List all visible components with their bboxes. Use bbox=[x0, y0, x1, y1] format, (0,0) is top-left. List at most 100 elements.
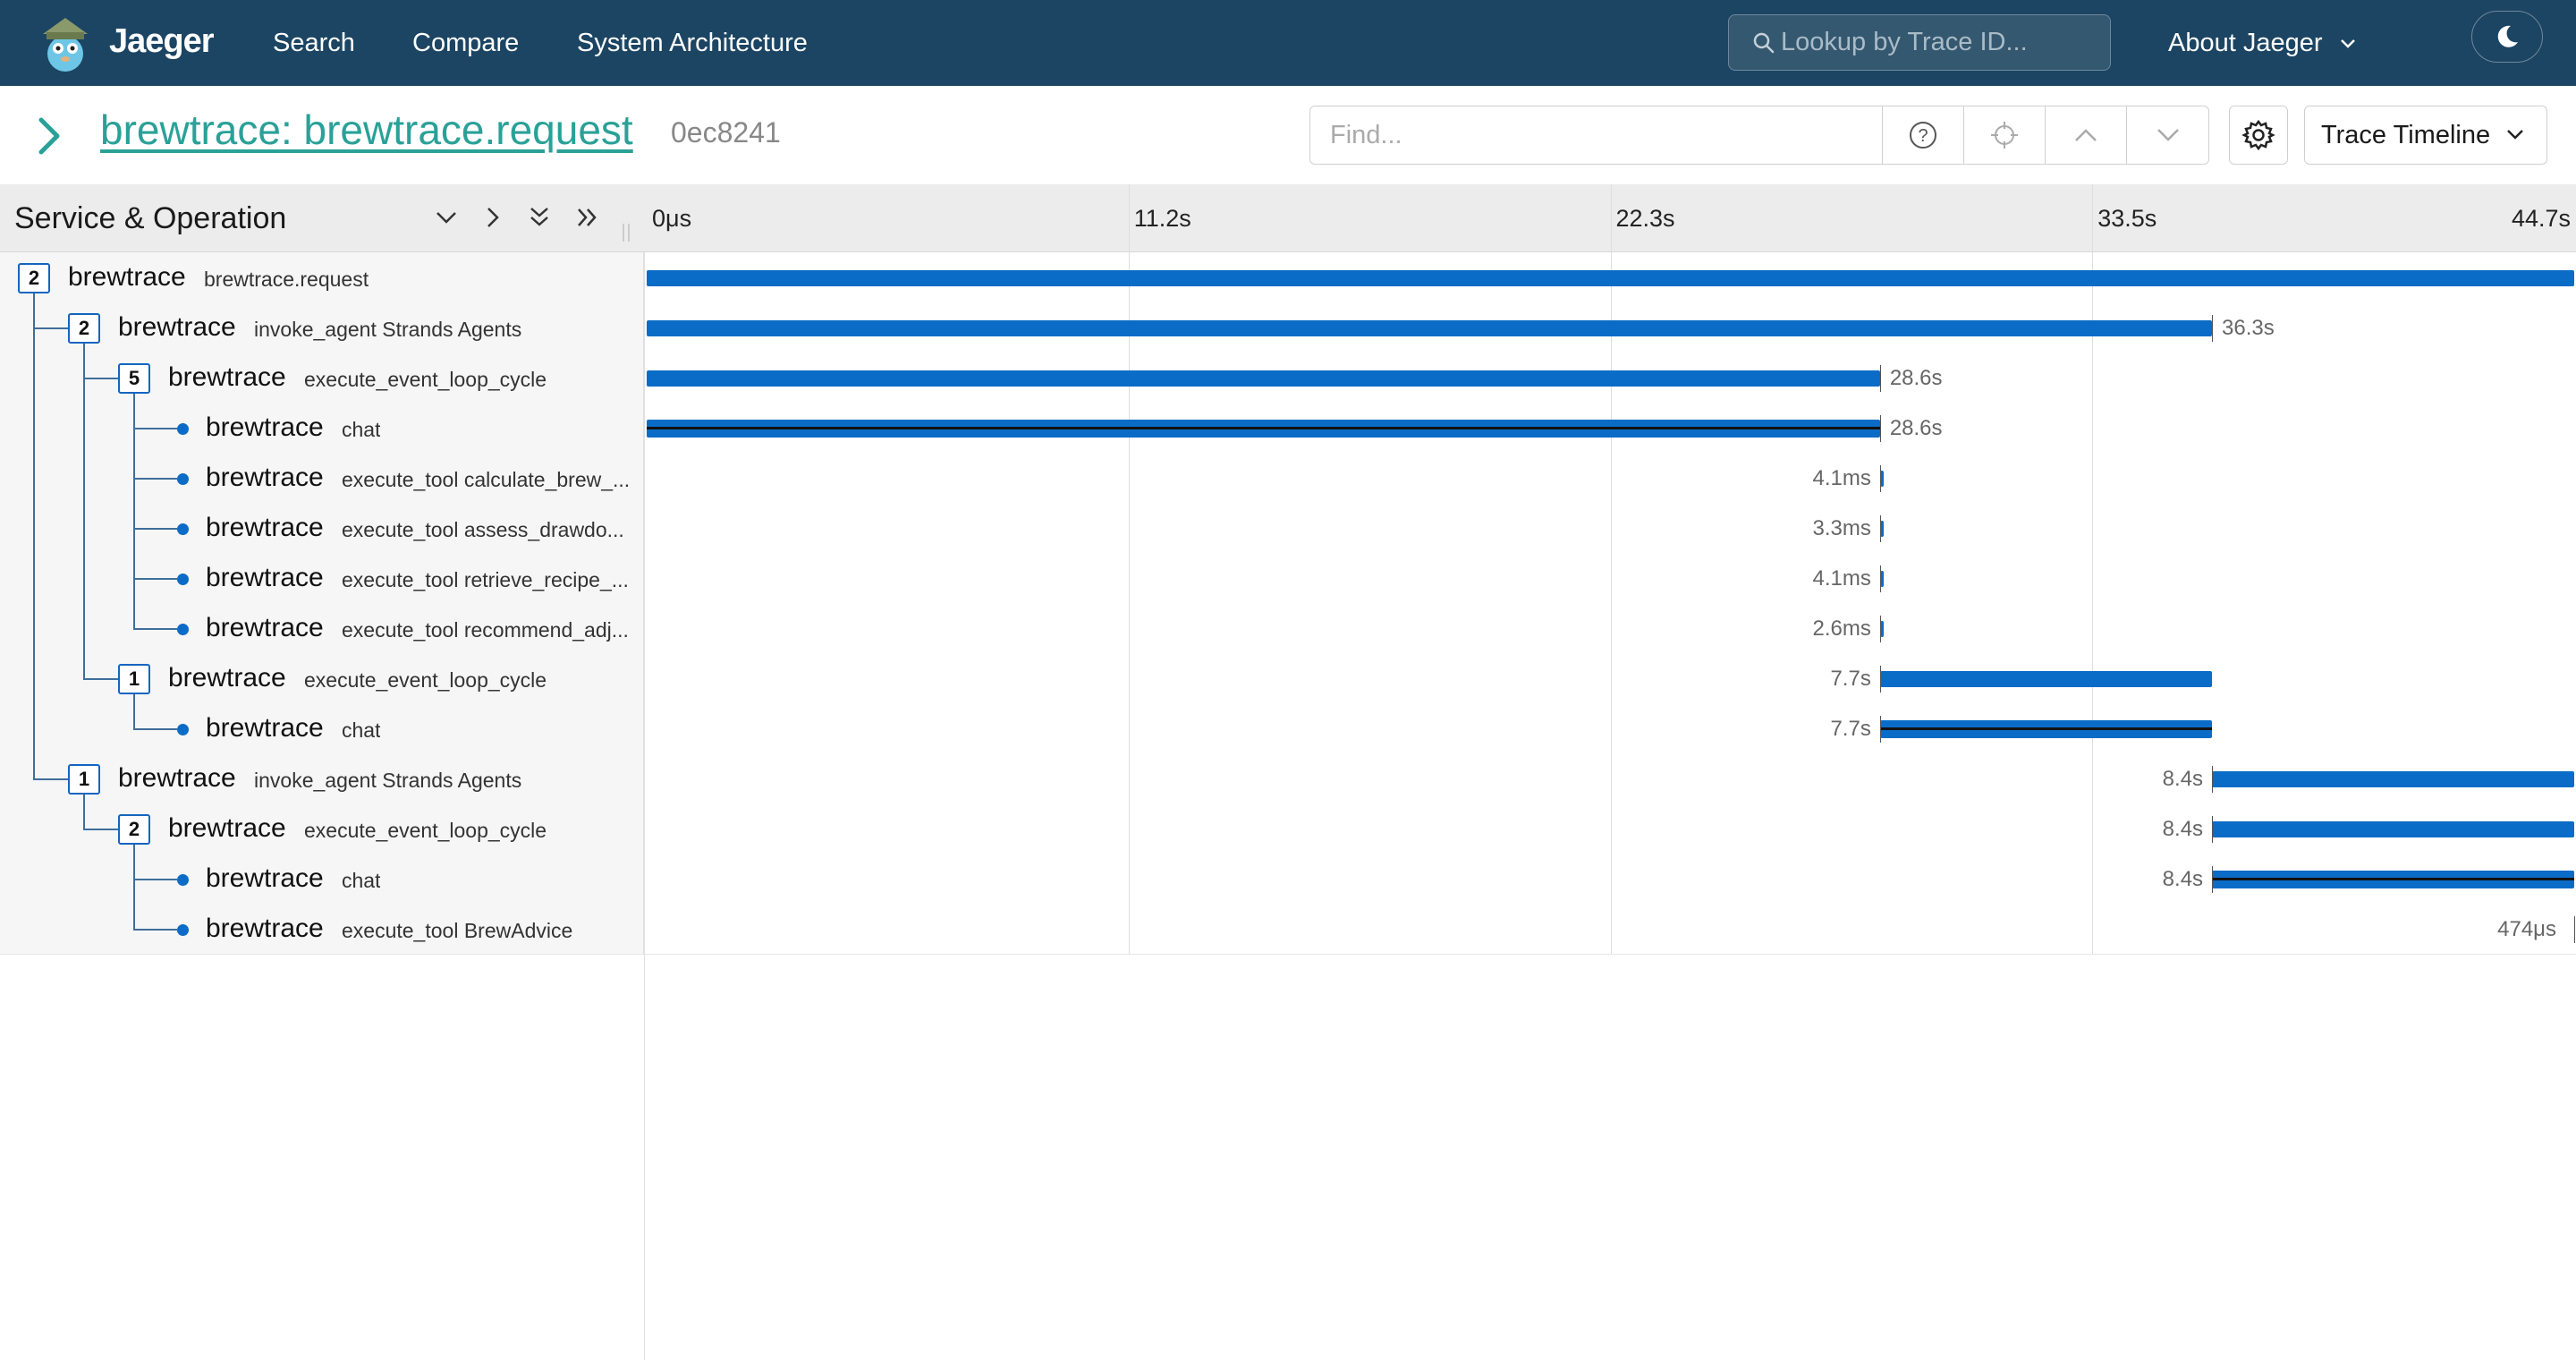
span-service-name[interactable]: brewtrace bbox=[118, 312, 236, 342]
chevron-right-icon[interactable] bbox=[479, 204, 506, 231]
span-row[interactable]: brewtrace execute_tool BrewAdvice 474μs bbox=[0, 904, 2576, 954]
span-service-name[interactable]: brewtrace bbox=[68, 262, 186, 292]
span-duration-bar[interactable] bbox=[1879, 471, 1884, 487]
span-children-toggle[interactable]: 2 bbox=[118, 814, 150, 845]
span-operation-name[interactable]: execute_event_loop_cycle bbox=[304, 368, 547, 391]
span-operation-name[interactable]: execute_tool assess_drawdo... bbox=[342, 518, 624, 541]
chevron-right-icon[interactable] bbox=[32, 113, 68, 159]
span-row[interactable]: brewtrace execute_tool calculate_brew_...… bbox=[0, 453, 2576, 503]
trace-title[interactable]: brewtrace: brewtrace.request bbox=[100, 106, 633, 153]
span-row[interactable]: brewtrace execute_tool retrieve_recipe_..… bbox=[0, 553, 2576, 603]
span-row[interactable]: brewtrace execute_tool recommend_adj... 2.… bbox=[0, 603, 2576, 653]
span-operation-name[interactable]: chat bbox=[342, 718, 381, 742]
span-operation-name[interactable]: execute_event_loop_cycle bbox=[304, 668, 547, 692]
span-service-name[interactable]: brewtrace bbox=[206, 613, 324, 642]
find-help-button[interactable]: ? bbox=[1883, 106, 1964, 164]
span-duration-bar[interactable] bbox=[647, 370, 1880, 387]
span-operation-name[interactable]: chat bbox=[342, 418, 381, 441]
settings-button[interactable] bbox=[2229, 106, 2288, 165]
span-operation-name[interactable]: execute_tool BrewAdvice bbox=[342, 919, 573, 942]
moon-icon bbox=[2497, 25, 2518, 47]
span-duration-bar[interactable] bbox=[2212, 821, 2574, 837]
span-bar-edge bbox=[1879, 465, 1881, 492]
span-duration-bar[interactable] bbox=[1879, 571, 1884, 587]
leaf-span-dot bbox=[177, 724, 189, 735]
span-duration-bar[interactable] bbox=[1879, 621, 1884, 637]
span-service-name[interactable]: brewtrace bbox=[168, 813, 286, 843]
span-children-toggle[interactable]: 2 bbox=[68, 313, 100, 344]
span-service-name[interactable]: brewtrace bbox=[206, 412, 324, 442]
span-children-toggle[interactable]: 1 bbox=[68, 764, 100, 795]
span-service-name[interactable]: brewtrace bbox=[206, 713, 324, 743]
nav-compare[interactable]: Compare bbox=[412, 29, 520, 57]
span-service-name[interactable]: brewtrace bbox=[206, 563, 324, 592]
span-operation-name[interactable]: brewtrace.request bbox=[204, 268, 369, 291]
span-operation-name[interactable]: chat bbox=[342, 869, 381, 892]
time-tick-label: 44.7s bbox=[2511, 205, 2571, 232]
find-input[interactable] bbox=[1310, 106, 1883, 164]
span-row[interactable]: 5 brewtrace execute_event_loop_cycle 28.6s bbox=[0, 353, 2576, 403]
leaf-span-dot bbox=[177, 574, 189, 585]
view-mode-select[interactable]: Trace Timeline bbox=[2304, 106, 2547, 165]
span-service-name[interactable]: brewtrace bbox=[118, 763, 236, 793]
span-operation-name[interactable]: execute_event_loop_cycle bbox=[304, 819, 547, 842]
double-chevron-right-icon[interactable] bbox=[574, 204, 601, 231]
span-operation-name[interactable]: execute_tool recommend_adj... bbox=[342, 618, 629, 642]
leaf-span-dot bbox=[177, 473, 189, 485]
double-chevron-down-icon[interactable] bbox=[526, 204, 553, 231]
tree-connector bbox=[133, 578, 177, 580]
trace-id-lookup-input[interactable] bbox=[1781, 15, 2094, 70]
span-duration-bar[interactable] bbox=[647, 320, 2213, 336]
span-row[interactable]: brewtrace chat 8.4s bbox=[0, 854, 2576, 904]
span-operation-name[interactable]: execute_tool calculate_brew_... bbox=[342, 468, 631, 491]
panel-divider[interactable] bbox=[644, 252, 645, 1360]
span-bar-edge bbox=[2212, 866, 2214, 893]
span-children-toggle[interactable]: 5 bbox=[118, 363, 150, 394]
span-duration-bar[interactable] bbox=[2212, 771, 2574, 787]
span-duration-bar[interactable] bbox=[2212, 871, 2574, 888]
span-row[interactable]: brewtrace chat 7.7s bbox=[0, 703, 2576, 753]
span-duration-bar[interactable] bbox=[647, 270, 2574, 286]
span-row[interactable]: 1 brewtrace invoke_agent Strands Agents 8.4… bbox=[0, 753, 2576, 803]
span-operation-name[interactable]: invoke_agent Strands Agents bbox=[254, 318, 522, 341]
span-children-toggle[interactable]: 2 bbox=[18, 263, 50, 293]
span-row[interactable]: 1 brewtrace execute_event_loop_cycle 7.7s bbox=[0, 653, 2576, 703]
span-row[interactable]: 2 brewtrace invoke_agent Strands Agents 36.… bbox=[0, 302, 2576, 353]
jaeger-logo-icon[interactable] bbox=[34, 13, 97, 75]
theme-toggle-button[interactable] bbox=[2471, 11, 2543, 63]
leaf-span-dot bbox=[177, 874, 189, 886]
time-tick-label: 33.5s bbox=[2097, 205, 2157, 232]
brand-name[interactable]: Jaeger bbox=[109, 22, 215, 60]
tree-connector bbox=[133, 728, 177, 730]
span-row[interactable]: brewtrace execute_tool assess_drawdo... 3.… bbox=[0, 503, 2576, 553]
span-bar-edge bbox=[1879, 365, 1881, 392]
tree-connector bbox=[83, 378, 118, 379]
focus-on-match-button[interactable] bbox=[1964, 106, 2046, 164]
span-service-name[interactable]: brewtrace bbox=[206, 914, 324, 943]
span-service-name[interactable]: brewtrace bbox=[206, 863, 324, 893]
prev-match-button[interactable] bbox=[2046, 106, 2127, 164]
span-bar-edge bbox=[2212, 816, 2214, 843]
span-service-name[interactable]: brewtrace bbox=[206, 463, 324, 492]
span-service-name[interactable]: brewtrace bbox=[206, 513, 324, 542]
span-service-name[interactable]: brewtrace bbox=[168, 362, 286, 392]
nav-system-architecture[interactable]: System Architecture bbox=[577, 29, 808, 57]
span-row[interactable]: brewtrace chat 28.6s bbox=[0, 403, 2576, 453]
chevron-down-icon[interactable] bbox=[433, 204, 460, 231]
span-children-toggle[interactable]: 1 bbox=[118, 664, 150, 694]
column-resizer[interactable] bbox=[623, 224, 630, 242]
nav-search[interactable]: Search bbox=[273, 29, 355, 57]
tree-connector bbox=[133, 693, 135, 728]
trace-id: 0ec8241 bbox=[671, 116, 781, 149]
next-match-button[interactable] bbox=[2127, 106, 2208, 164]
span-row[interactable]: 2 brewtrace brewtrace.request bbox=[0, 252, 2576, 302]
span-operation-name[interactable]: execute_tool retrieve_recipe_... bbox=[342, 568, 629, 591]
span-duration-bar[interactable] bbox=[1879, 720, 2213, 738]
span-row[interactable]: 2 brewtrace execute_event_loop_cycle 8.4s bbox=[0, 803, 2576, 854]
about-jaeger-menu[interactable]: About Jaeger bbox=[2168, 0, 2357, 86]
span-duration-bar[interactable] bbox=[1879, 671, 2213, 687]
span-operation-name[interactable]: invoke_agent Strands Agents bbox=[254, 769, 522, 792]
span-duration-bar[interactable] bbox=[647, 420, 1880, 438]
span-service-name[interactable]: brewtrace bbox=[168, 663, 286, 693]
span-duration-bar[interactable] bbox=[1879, 521, 1884, 537]
